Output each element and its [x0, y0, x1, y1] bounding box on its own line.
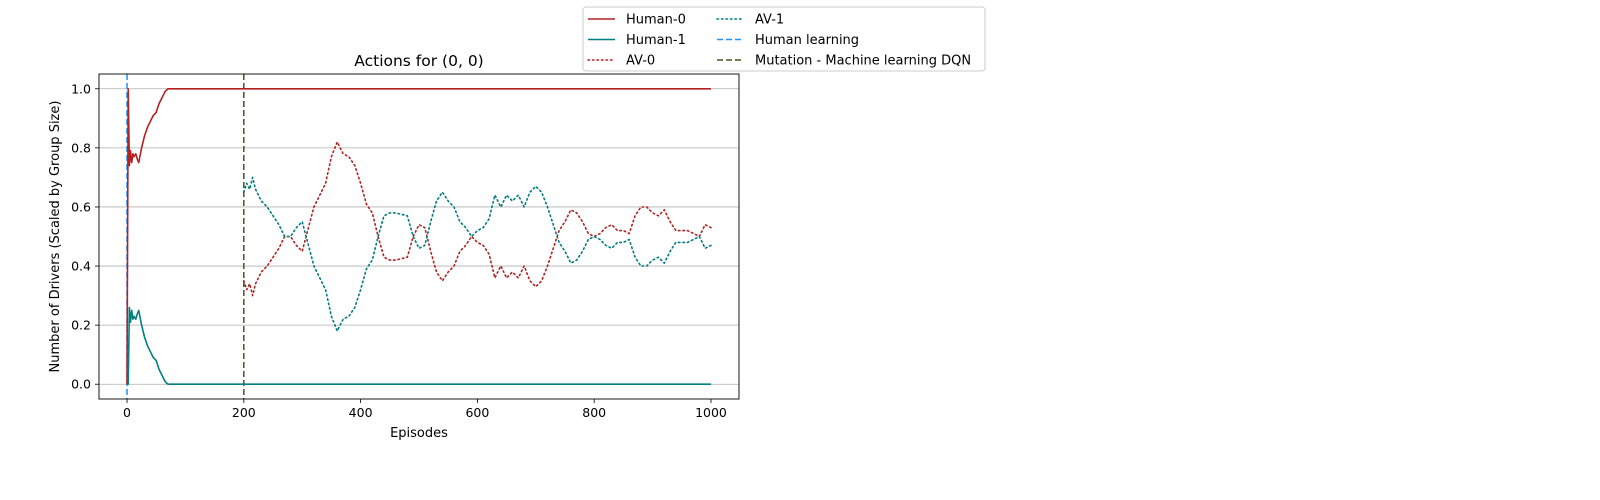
x-tick-label: 200 — [232, 405, 256, 420]
y-axis-ticks: 0.0 0.2 0.4 0.6 0.8 1.0 — [71, 81, 99, 392]
grid-lines — [99, 88, 739, 385]
legend-label: AV-0 — [626, 54, 655, 69]
y-tick-label: 0.4 — [71, 259, 91, 274]
chart-title: Actions for (0, 0) — [354, 52, 483, 70]
series-line-av-0 — [243, 141, 712, 297]
x-axis-label: Episodes — [390, 426, 448, 441]
y-tick-label: 1.0 — [71, 81, 91, 96]
plot-frame — [98, 73, 740, 400]
series-line-human-0 — [126, 88, 711, 385]
x-tick-label: 1000 — [695, 405, 727, 420]
legend-label: AV-1 — [755, 13, 784, 28]
y-axis-label: Number of Drivers (Scaled by Group Size) — [48, 101, 63, 373]
y-tick-label: 0.0 — [71, 377, 91, 392]
series-line-av-1 — [243, 176, 712, 332]
y-tick-label: 0.6 — [71, 199, 91, 214]
y-tick-label: 0.2 — [71, 318, 91, 333]
legend-label: Human-1 — [626, 33, 686, 48]
x-tick-label: 0 — [123, 405, 131, 420]
y-tick-label: 0.8 — [71, 140, 91, 155]
series-lines — [126, 88, 712, 386]
legend-label: Human learning — [755, 33, 859, 48]
x-tick-label: 800 — [582, 405, 606, 420]
x-tick-label: 600 — [465, 405, 489, 420]
legend-label: Mutation - Machine learning DQN — [755, 54, 971, 69]
legend: Human-0 Human-1 AV-0 AV-1 Human learning Muta… — [582, 6, 986, 72]
x-axis-ticks: 0 200 400 600 800 1000 — [123, 399, 727, 420]
reference-lines — [126, 74, 245, 399]
series-line-human-1 — [127, 306, 711, 386]
x-tick-label: 400 — [349, 405, 373, 420]
legend-label: Human-0 — [626, 13, 686, 28]
legend-box — [582, 6, 986, 72]
